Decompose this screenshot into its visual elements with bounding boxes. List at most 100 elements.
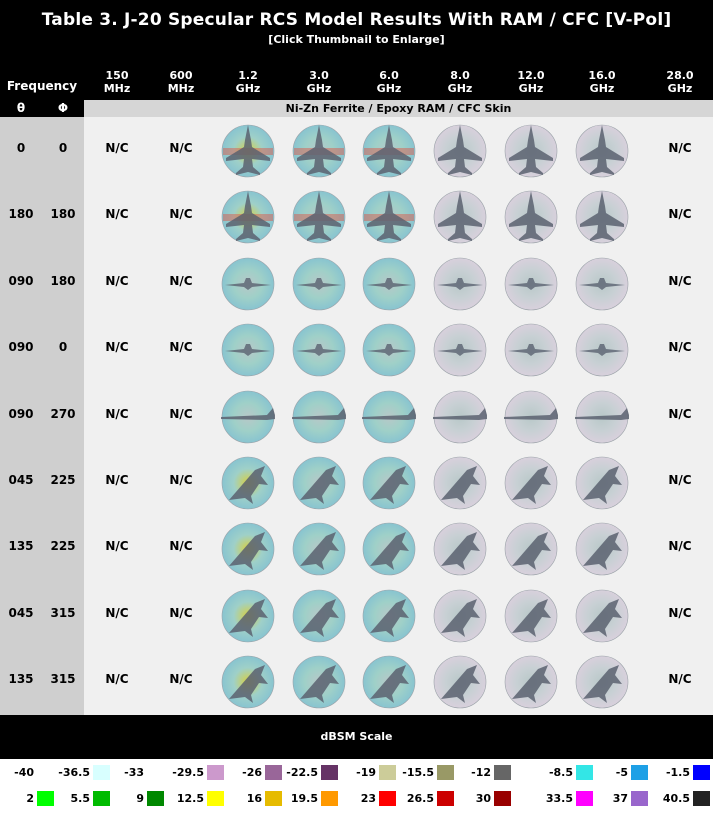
rcs-thumbnail[interactable] bbox=[286, 253, 352, 315]
legend-swatch bbox=[437, 765, 454, 780]
table-row: 0 0 N/C N/C N/C bbox=[0, 117, 713, 183]
frequency-value: 1.2 bbox=[238, 69, 258, 82]
rcs-thumbnail[interactable] bbox=[356, 585, 422, 647]
rcs-thumbnail[interactable] bbox=[427, 452, 493, 514]
rcs-thumbnail[interactable] bbox=[286, 585, 352, 647]
rcs-thumbnail-image bbox=[362, 456, 416, 510]
rcs-thumbnail-image bbox=[433, 257, 487, 311]
not-computed-cell: N/C bbox=[169, 539, 193, 554]
rcs-thumbnail-image bbox=[504, 191, 558, 244]
rcs-thumbnail[interactable] bbox=[215, 518, 281, 580]
aircraft-silhouette bbox=[441, 466, 480, 504]
rcs-thumbnail-image bbox=[504, 589, 558, 643]
frequency-unit: GHz bbox=[306, 82, 332, 95]
legend-value: -33 bbox=[124, 766, 144, 779]
rcs-thumbnail[interactable] bbox=[286, 319, 352, 381]
legend-value: 33.5 bbox=[545, 792, 573, 805]
rcs-thumbnail[interactable] bbox=[427, 253, 493, 315]
rcs-thumbnail-image bbox=[221, 655, 275, 709]
rcs-thumbnail[interactable] bbox=[427, 651, 493, 713]
rcs-thumbnail[interactable] bbox=[356, 319, 422, 381]
rcs-thumbnail[interactable] bbox=[498, 319, 564, 381]
rcs-thumbnail-image bbox=[221, 390, 275, 443]
aircraft-silhouette bbox=[366, 344, 412, 357]
rcs-thumbnail[interactable] bbox=[286, 386, 352, 448]
rcs-thumbnail[interactable] bbox=[498, 186, 564, 248]
rcs-thumbnail[interactable] bbox=[356, 651, 422, 713]
aircraft-silhouette bbox=[580, 125, 624, 175]
rcs-thumbnail[interactable] bbox=[498, 651, 564, 713]
phi-label: Φ bbox=[57, 101, 69, 115]
not-computed-cell: N/C bbox=[668, 340, 692, 355]
rcs-thumbnail[interactable] bbox=[427, 319, 493, 381]
rcs-thumbnail[interactable] bbox=[356, 253, 422, 315]
aircraft-silhouette bbox=[300, 665, 339, 704]
rcs-thumbnail-image bbox=[362, 655, 416, 709]
legend-item: 37 bbox=[0, 790, 648, 808]
not-computed-cell: N/C bbox=[668, 207, 692, 222]
rcs-thumbnail[interactable] bbox=[569, 319, 635, 381]
legend-swatch bbox=[321, 791, 338, 806]
theta-value: 090 bbox=[8, 273, 34, 288]
legend-swatch bbox=[494, 791, 511, 806]
rcs-thumbnail[interactable] bbox=[498, 253, 564, 315]
rcs-thumbnail-image bbox=[362, 191, 416, 244]
rcs-thumbnail[interactable] bbox=[286, 651, 352, 713]
frequency-column-header: 3.0 GHz bbox=[286, 69, 352, 95]
rcs-thumbnail[interactable] bbox=[215, 585, 281, 647]
rcs-thumbnail-image bbox=[575, 655, 629, 709]
rcs-thumbnail[interactable] bbox=[569, 651, 635, 713]
rcs-thumbnail-image bbox=[433, 589, 487, 643]
rcs-thumbnail[interactable] bbox=[356, 452, 422, 514]
rcs-thumbnail[interactable] bbox=[286, 120, 352, 182]
rcs-thumbnail[interactable] bbox=[356, 186, 422, 248]
rcs-thumbnail[interactable] bbox=[498, 386, 564, 448]
rcs-thumbnail[interactable] bbox=[215, 186, 281, 248]
rcs-thumbnail[interactable] bbox=[569, 386, 635, 448]
legend-value: -22.5 bbox=[286, 766, 318, 779]
aircraft-silhouette bbox=[370, 466, 409, 504]
rcs-thumbnail[interactable] bbox=[569, 120, 635, 182]
rcs-thumbnail[interactable] bbox=[569, 585, 635, 647]
rcs-thumbnail[interactable] bbox=[356, 120, 422, 182]
rcs-thumbnail[interactable] bbox=[569, 186, 635, 248]
rcs-thumbnail[interactable] bbox=[215, 319, 281, 381]
rcs-thumbnail[interactable] bbox=[215, 651, 281, 713]
rcs-thumbnail[interactable] bbox=[215, 452, 281, 514]
rcs-thumbnail[interactable] bbox=[498, 452, 564, 514]
rcs-thumbnail[interactable] bbox=[569, 518, 635, 580]
rcs-thumbnail[interactable] bbox=[498, 585, 564, 647]
rcs-thumbnail[interactable] bbox=[498, 120, 564, 182]
rcs-thumbnail[interactable] bbox=[215, 253, 281, 315]
rcs-thumbnail[interactable] bbox=[427, 585, 493, 647]
frequency-value: 150 bbox=[105, 69, 129, 82]
rcs-thumbnail-image bbox=[221, 323, 275, 377]
rcs-thumbnail[interactable] bbox=[569, 452, 635, 514]
rcs-thumbnail-image bbox=[362, 124, 416, 178]
rcs-thumbnail[interactable] bbox=[286, 452, 352, 514]
aircraft-silhouette bbox=[504, 407, 558, 420]
rcs-thumbnail[interactable] bbox=[427, 120, 493, 182]
rcs-thumbnail[interactable] bbox=[427, 386, 493, 448]
rcs-thumbnail[interactable] bbox=[356, 518, 422, 580]
rcs-thumbnail[interactable] bbox=[569, 253, 635, 315]
rcs-thumbnail-image bbox=[575, 257, 629, 311]
rcs-thumbnail[interactable] bbox=[286, 186, 352, 248]
rcs-thumbnail[interactable] bbox=[427, 518, 493, 580]
rcs-thumbnail[interactable] bbox=[215, 386, 281, 448]
aircraft-silhouette bbox=[367, 191, 411, 242]
legend-swatch bbox=[631, 791, 648, 806]
rcs-thumbnail[interactable] bbox=[286, 518, 352, 580]
angle-header: θ Φ bbox=[0, 100, 84, 117]
rcs-thumbnail-image bbox=[362, 257, 416, 311]
aircraft-silhouette bbox=[292, 407, 346, 420]
legend-value: -5 bbox=[615, 766, 628, 779]
not-computed-cell: N/C bbox=[169, 406, 193, 421]
legend-value: -26 bbox=[242, 766, 262, 779]
rcs-thumbnail[interactable] bbox=[498, 518, 564, 580]
rcs-thumbnail[interactable] bbox=[215, 120, 281, 182]
aircraft-silhouette bbox=[575, 407, 629, 420]
rcs-thumbnail[interactable] bbox=[356, 386, 422, 448]
rcs-thumbnail[interactable] bbox=[427, 186, 493, 248]
aircraft-silhouette bbox=[300, 466, 339, 504]
